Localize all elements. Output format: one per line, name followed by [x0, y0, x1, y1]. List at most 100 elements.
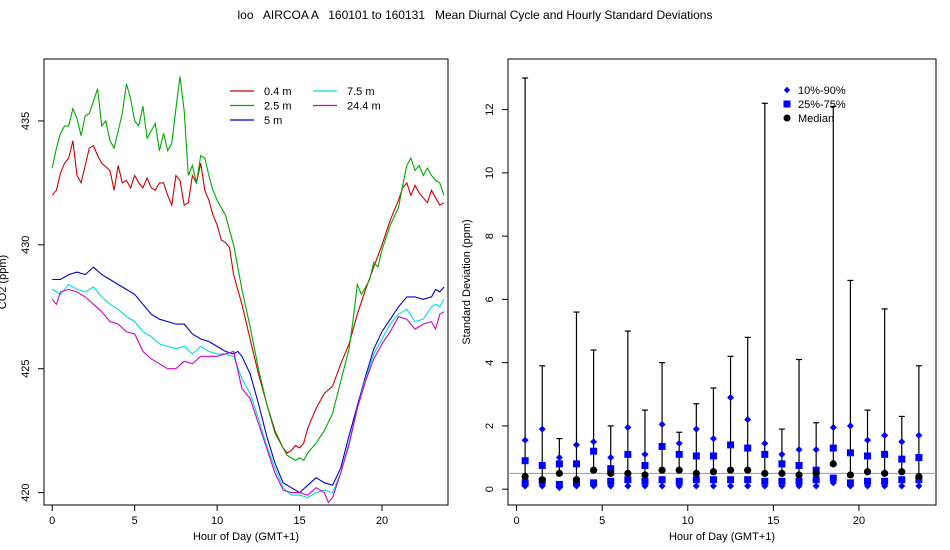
p25-marker: [590, 479, 598, 487]
p90-marker: [624, 424, 632, 432]
p75-marker: [744, 444, 752, 452]
p25-marker: [675, 477, 683, 485]
page-title: loo AIRCOA A 160101 to 160131 Mean Diurn…: [237, 8, 713, 22]
p25-marker: [607, 477, 615, 485]
p75-marker: [624, 450, 632, 458]
legend-label: 10%-90%: [798, 85, 846, 97]
series-line-4: [51, 288, 445, 504]
p90-marker: [555, 454, 563, 462]
right-plot-frame: [507, 58, 937, 506]
right-y-tick-label: 0: [484, 486, 496, 492]
median-marker: [624, 469, 632, 477]
p25-marker: [898, 476, 906, 484]
p90-marker: [881, 431, 889, 439]
left-y-axis-label: CO2 (ppm): [0, 255, 9, 309]
p90-marker: [778, 450, 786, 458]
p75-marker: [590, 447, 598, 455]
p90-marker: [744, 416, 752, 424]
median-marker: [863, 468, 872, 476]
left-x-tick-label: 5: [132, 515, 138, 527]
legend-label: 5 m: [264, 115, 282, 127]
p25-marker: [692, 476, 700, 484]
p75-marker: [572, 460, 580, 468]
p10-marker: [812, 482, 820, 490]
p25-marker: [812, 476, 820, 484]
right-x-tick-label: 15: [767, 515, 779, 527]
median-marker: [812, 469, 820, 477]
p10-marker: [727, 482, 735, 490]
median-marker: [778, 469, 786, 477]
right-y-tick-label: 6: [484, 296, 496, 302]
p10-marker: [915, 482, 923, 490]
p25-marker: [744, 476, 752, 484]
p90-marker: [675, 439, 683, 447]
p25-marker: [641, 477, 649, 485]
p90-marker: [846, 422, 854, 430]
p75-marker: [538, 461, 546, 469]
right-x-axis-label: Hour of Day (GMT+1): [669, 531, 775, 543]
p90-marker: [727, 393, 735, 401]
median-marker: [846, 471, 855, 479]
p90-marker: [812, 446, 820, 454]
p75-marker: [881, 450, 889, 458]
p25-marker: [829, 474, 837, 482]
p75-marker: [641, 461, 649, 469]
p90-marker: [641, 450, 649, 458]
left-x-tick-label: 0: [49, 515, 55, 527]
series-line-1: [51, 76, 445, 462]
legend-marker-diamond: [783, 86, 791, 94]
series-line-2: [52, 266, 445, 494]
p75-marker: [761, 450, 769, 458]
p90-marker: [898, 438, 906, 446]
p75-marker: [915, 454, 923, 462]
p10-marker: [658, 482, 666, 490]
legend-label: 7.5 m: [347, 86, 375, 98]
right-y-tick-label: 10: [484, 167, 496, 179]
p10-marker: [709, 482, 717, 490]
median-marker: [675, 466, 683, 474]
p90-marker: [829, 424, 837, 432]
legend-marker-square: [783, 100, 791, 108]
median-marker: [761, 469, 769, 477]
median-marker: [726, 466, 735, 474]
p25-marker: [658, 476, 666, 484]
p75-marker: [692, 452, 700, 460]
p75-marker: [846, 449, 854, 457]
p75-marker: [675, 450, 683, 458]
left-y-tick-label: 430: [20, 236, 32, 254]
right-x-tick-label: 10: [682, 515, 694, 527]
p90-marker: [795, 446, 803, 454]
p25-marker: [864, 477, 872, 485]
median-marker: [572, 476, 581, 484]
p25-marker: [555, 480, 563, 488]
right-y-tick-label: 8: [484, 233, 496, 239]
p90-marker: [521, 436, 529, 444]
p90-marker: [915, 431, 923, 439]
left-y-tick-label: 425: [20, 360, 32, 378]
p75-marker: [829, 444, 837, 452]
p90-marker: [572, 441, 580, 449]
p25-marker: [521, 479, 529, 487]
series-line-3: [51, 283, 445, 499]
p90-marker: [607, 454, 615, 462]
p25-marker: [881, 477, 889, 485]
p90-marker: [658, 420, 666, 428]
left-x-tick-label: 20: [376, 515, 388, 527]
left-plot-frame: [43, 58, 449, 506]
median-marker: [692, 469, 700, 477]
p10-marker: [692, 482, 700, 490]
p25-marker: [846, 479, 854, 487]
legend-marker-circle: [783, 114, 791, 122]
p25-marker: [709, 476, 717, 484]
p90-marker: [864, 436, 872, 444]
p75-marker: [898, 455, 906, 463]
p10-marker: [624, 482, 632, 490]
median-marker: [521, 472, 529, 481]
median-marker: [898, 468, 906, 476]
left-y-tick-label: 420: [20, 483, 32, 501]
median-marker: [590, 466, 598, 474]
p75-marker: [521, 457, 529, 465]
series-line-0: [51, 140, 445, 454]
